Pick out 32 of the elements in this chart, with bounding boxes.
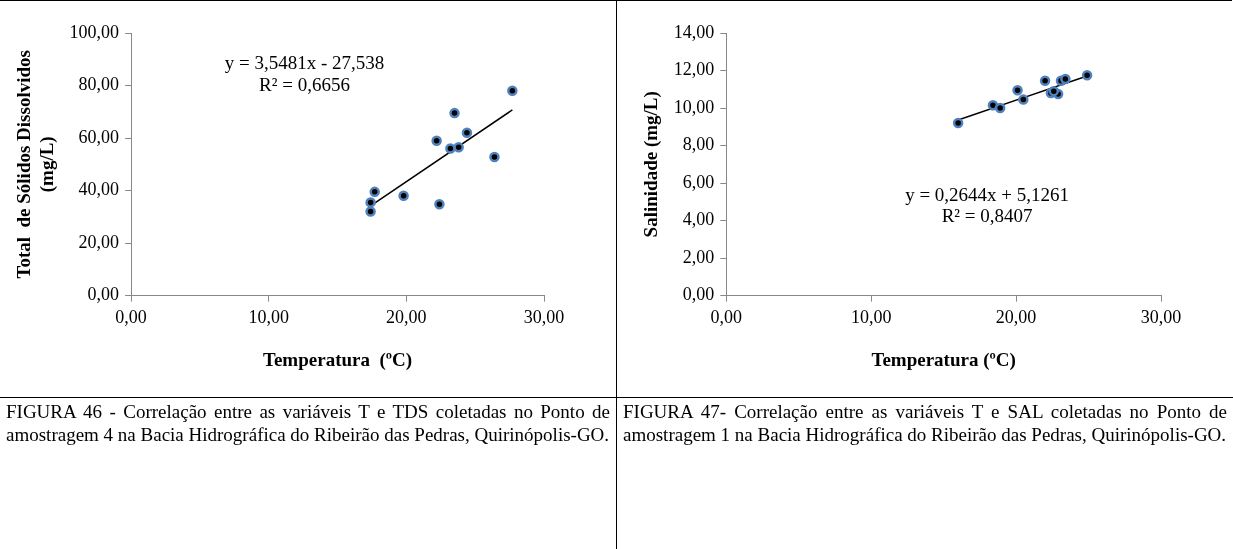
y-tick-label: 2,00 — [682, 246, 715, 267]
x-tick-label: 10,00 — [850, 307, 892, 328]
y-axis-title: Salinidade (mg/L) — [640, 91, 663, 238]
x-axis-title: Temperatura (ºC) — [263, 348, 413, 371]
y-tick-label: 20,00 — [78, 231, 120, 252]
x-tick-label: 0,00 — [710, 307, 743, 328]
annotation: y = 0,2644x + 5,1261 — [905, 183, 1070, 205]
annotation: y = 3,5481x - 27,538 — [224, 52, 385, 74]
y-tick-label: 0,00 — [682, 284, 715, 305]
y-tick-label: 4,00 — [682, 209, 715, 230]
x-tick-label: 30,00 — [1140, 307, 1182, 328]
y-tick-label: 14,00 — [673, 21, 715, 42]
y-tick-label: 8,00 — [682, 134, 715, 155]
x-axis-title: Temperatura (ºC) — [871, 348, 1016, 371]
y-tick-label: 10,00 — [673, 96, 715, 117]
annotation: R² = 0,8407 — [941, 204, 1033, 226]
y-tick-label: 80,00 — [78, 74, 120, 95]
y-tick-label: 12,00 — [673, 59, 715, 80]
y-tick-label: 40,00 — [78, 179, 120, 200]
x-tick-label: 20,00 — [995, 307, 1037, 328]
x-tick-label: 10,00 — [248, 307, 289, 328]
text: FIGURA 47- Correlação entre as variáveis T e SAL coletadas no Ponto de amostragem 1 na Bacia Hidrográfica do Ribeirão das Pedras, Quirinópolis-GO. — [617, 397, 1233, 549]
text: FIGURA 46 - Correlação entre as variáveis T e TDS coletadas no Ponto de amostragem 4 na Bacia Hidrográfica do Ribeirão das Pedras, Quirinópolis-GO. — [0, 397, 616, 549]
x-tick-label: 0,00 — [115, 307, 147, 328]
x-tick-label: 30,00 — [523, 307, 565, 328]
y-axis-title: Total de Sólidos Dissolvidos (mg/L) — [13, 50, 59, 279]
x-tick-label: 20,00 — [386, 307, 427, 328]
y-tick-label: 60,00 — [78, 126, 120, 147]
annotation: R² = 0,6656 — [259, 73, 350, 95]
y-tick-label: 100,00 — [69, 21, 120, 42]
y-tick-label: 6,00 — [682, 171, 715, 192]
y-tick-label: 0,00 — [87, 284, 120, 305]
